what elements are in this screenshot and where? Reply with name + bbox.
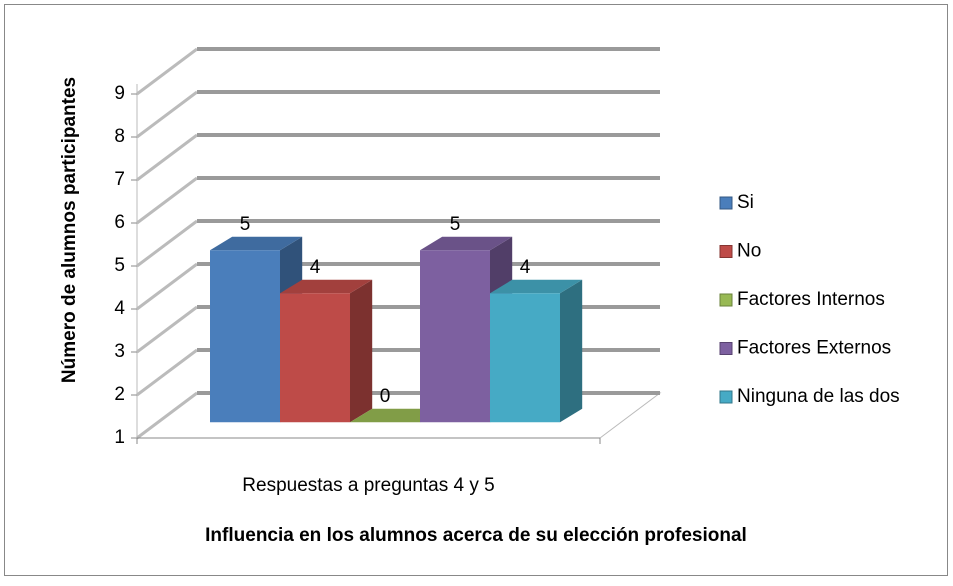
y-tick-label: 2	[114, 384, 125, 405]
bar-face	[490, 293, 560, 423]
legend-label: Factores Externos	[737, 338, 891, 359]
data-label: 5	[450, 214, 461, 235]
bar-face	[280, 279, 373, 294]
y-tick-label: 5	[114, 255, 125, 276]
bar-face	[210, 250, 280, 423]
legend-swatch	[719, 245, 733, 258]
legend-swatch	[719, 390, 733, 404]
grid-line	[136, 262, 198, 311]
legend-label: Ninguna de las dos	[737, 386, 900, 407]
y-tick-label: 9	[114, 83, 125, 104]
legend-swatch	[719, 342, 733, 355]
legend-swatch	[719, 293, 733, 307]
bar-face	[490, 279, 583, 294]
bar	[350, 408, 443, 423]
bar	[490, 279, 583, 423]
grid-line	[136, 391, 198, 440]
bar	[280, 279, 373, 423]
bar-face	[350, 408, 443, 423]
y-tick-label: 4	[114, 298, 125, 319]
y-tick-label: 7	[114, 169, 125, 190]
x-tick-label: Respuestas a preguntas 4 y 5	[242, 475, 494, 496]
y-tick-label: 8	[114, 126, 125, 147]
grid-line	[136, 47, 198, 96]
bar-face	[350, 279, 373, 423]
bar-face	[210, 236, 303, 251]
grid-line	[136, 133, 198, 182]
legend-label: Factores Internos	[737, 289, 885, 310]
chart-title: Influencia en los alumnos acerca de su e…	[205, 525, 747, 546]
grid-line	[136, 219, 198, 268]
bar-face	[280, 293, 350, 423]
y-tick-label: 3	[114, 341, 125, 362]
data-label: 5	[240, 214, 251, 235]
grid-line	[136, 305, 198, 354]
legend-label: No	[737, 241, 761, 262]
y-axis-label: Número de alumnos participantes	[59, 77, 80, 383]
y-tick-label: 6	[114, 212, 125, 233]
grid-line	[136, 176, 198, 225]
legend-swatch	[719, 196, 733, 210]
legend-label: Si	[737, 192, 754, 213]
data-label: 4	[310, 257, 321, 278]
grid-line	[136, 90, 198, 139]
bar-face	[420, 236, 513, 251]
data-label: 4	[520, 257, 531, 278]
data-label: 0	[380, 386, 391, 407]
y-tick-label: 1	[114, 427, 125, 448]
bar-face	[560, 279, 583, 423]
bar-face	[420, 250, 490, 423]
grid-line	[136, 348, 198, 397]
